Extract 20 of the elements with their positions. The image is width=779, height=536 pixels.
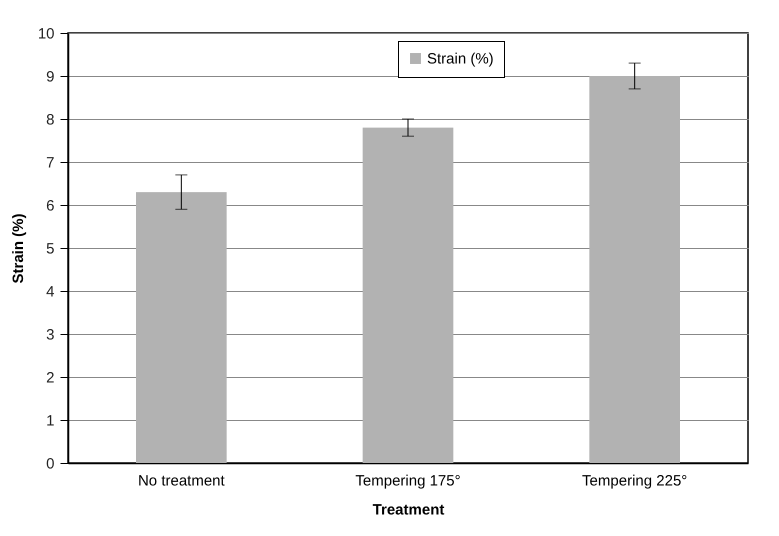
y-tick-label: 1 [46,412,54,430]
bar [136,192,227,463]
y-tick-label: 9 [46,68,54,86]
y-tick-label: 3 [46,326,54,344]
y-tick-label: 7 [46,154,54,172]
y-axis-title: Strain (%) [10,213,27,284]
legend-label: Strain (%) [427,50,494,68]
x-axis-title: Treatment [372,502,444,518]
y-tick-label: 4 [46,284,54,300]
x-tick-label: Tempering 225° [582,472,688,490]
x-tick-label: Tempering 175° [355,472,461,490]
y-tick-label: 2 [46,370,54,386]
y-tick-label: 8 [46,112,54,128]
bar [589,76,680,463]
x-tick-label: No treatment [138,472,226,490]
y-tick-label: 5 [46,240,54,258]
y-tick-label: 6 [46,198,54,214]
y-tick-label: 0 [46,456,54,472]
bar [362,128,454,463]
y-tick-label: 10 [38,26,54,42]
